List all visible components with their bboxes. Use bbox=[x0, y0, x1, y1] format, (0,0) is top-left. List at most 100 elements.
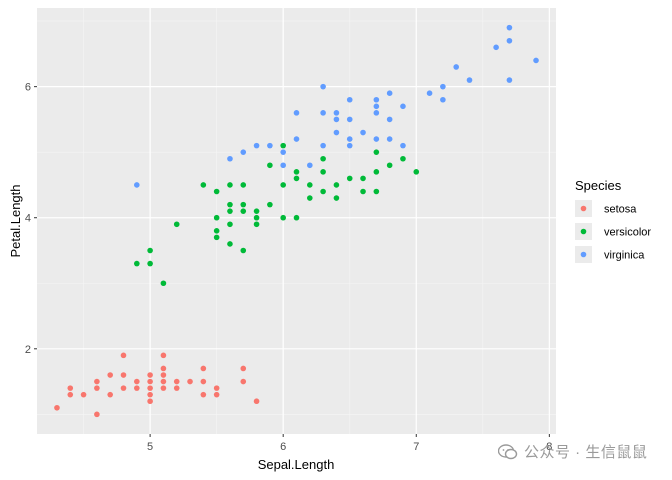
y-tick-label: 2 bbox=[25, 344, 31, 356]
data-point-virginica bbox=[320, 142, 326, 149]
x-tick-label: 7 bbox=[413, 441, 419, 453]
data-point-virginica bbox=[307, 162, 313, 169]
data-point-virginica bbox=[426, 90, 433, 96]
data-point-setosa bbox=[253, 398, 260, 405]
data-point-setosa bbox=[94, 385, 100, 391]
data-point-versicolor bbox=[320, 188, 326, 195]
data-point-versicolor bbox=[147, 260, 153, 267]
data-point-setosa bbox=[200, 378, 207, 385]
y-tick-label: 6 bbox=[25, 82, 31, 94]
x-tick-label: 8 bbox=[546, 441, 552, 453]
data-point-versicolor bbox=[227, 182, 233, 188]
data-point-virginica bbox=[346, 116, 353, 123]
data-point-virginica bbox=[227, 155, 233, 162]
data-point-versicolor bbox=[253, 208, 260, 214]
data-point-versicolor bbox=[373, 169, 380, 175]
y-axis-title: Petal.Length bbox=[8, 184, 23, 257]
data-point-setosa bbox=[107, 391, 113, 398]
data-point-virginica bbox=[240, 149, 247, 155]
legend: Species setosa versicolor virginica bbox=[575, 178, 651, 263]
data-point-versicolor bbox=[253, 214, 260, 221]
data-point-virginica bbox=[333, 129, 340, 136]
data-point-versicolor bbox=[333, 182, 340, 188]
legend-label-setosa: setosa bbox=[604, 204, 637, 216]
legend-marker-virginica bbox=[580, 251, 587, 258]
data-point-virginica bbox=[453, 64, 459, 70]
data-point-versicolor bbox=[360, 175, 366, 182]
y-axis-ticks: 2 4 6 bbox=[25, 82, 37, 356]
x-axis-ticks: 5 6 7 8 bbox=[147, 434, 552, 453]
legend-title: Species bbox=[575, 178, 622, 193]
data-point-virginica bbox=[373, 110, 380, 116]
data-point-setosa bbox=[173, 378, 180, 385]
data-point-versicolor bbox=[360, 188, 366, 195]
data-point-setosa bbox=[134, 385, 140, 391]
data-point-setosa bbox=[147, 391, 153, 398]
data-point-versicolor bbox=[293, 214, 300, 221]
data-point-setosa bbox=[160, 352, 167, 359]
data-point-virginica bbox=[320, 83, 326, 90]
data-point-versicolor bbox=[213, 188, 220, 195]
data-point-virginica bbox=[400, 103, 406, 110]
data-point-setosa bbox=[240, 365, 247, 372]
data-point-setosa bbox=[120, 372, 127, 378]
data-point-setosa bbox=[160, 385, 167, 391]
data-point-virginica bbox=[373, 103, 380, 110]
data-point-virginica bbox=[506, 37, 513, 44]
data-point-versicolor bbox=[307, 195, 313, 201]
data-point-versicolor bbox=[400, 155, 406, 162]
data-point-setosa bbox=[173, 385, 180, 391]
data-point-virginica bbox=[466, 77, 473, 83]
data-point-setosa bbox=[147, 378, 153, 385]
x-axis-title: Sepal.Length bbox=[258, 457, 335, 472]
data-point-setosa bbox=[160, 378, 167, 385]
data-point-versicolor bbox=[200, 182, 207, 188]
watermark-text: 公众号 · 生信鼠鼠 bbox=[524, 444, 648, 461]
data-point-setosa bbox=[147, 398, 153, 405]
data-point-versicolor bbox=[346, 175, 353, 182]
data-point-versicolor bbox=[293, 175, 300, 182]
data-point-setosa bbox=[120, 352, 127, 359]
data-point-versicolor bbox=[320, 155, 326, 162]
data-point-versicolor bbox=[373, 188, 380, 195]
data-point-versicolor bbox=[240, 182, 247, 188]
legend-label-virginica: virginica bbox=[604, 250, 645, 262]
data-point-versicolor bbox=[280, 182, 286, 188]
data-point-setosa bbox=[160, 372, 167, 378]
data-point-setosa bbox=[147, 385, 153, 391]
data-point-setosa bbox=[200, 365, 207, 372]
data-point-versicolor bbox=[147, 247, 153, 254]
legend-label-versicolor: versicolor bbox=[604, 227, 651, 239]
data-point-versicolor bbox=[320, 169, 326, 175]
data-point-versicolor bbox=[293, 169, 300, 175]
data-point-versicolor bbox=[173, 221, 180, 228]
data-point-versicolor bbox=[213, 214, 220, 221]
data-point-versicolor bbox=[240, 201, 247, 208]
data-point-versicolor bbox=[333, 195, 340, 201]
data-point-versicolor bbox=[413, 169, 420, 175]
data-point-virginica bbox=[333, 116, 340, 123]
data-point-virginica bbox=[386, 90, 393, 96]
data-point-versicolor bbox=[253, 221, 260, 228]
data-point-setosa bbox=[200, 391, 207, 398]
data-point-versicolor bbox=[227, 208, 233, 214]
data-point-setosa bbox=[67, 385, 74, 391]
data-point-setosa bbox=[147, 372, 153, 378]
data-point-versicolor bbox=[386, 162, 393, 169]
data-point-virginica bbox=[346, 136, 353, 142]
y-tick-label: 4 bbox=[25, 213, 31, 225]
data-point-setosa bbox=[94, 378, 100, 385]
data-point-versicolor bbox=[227, 241, 233, 247]
data-point-setosa bbox=[160, 365, 167, 372]
watermark: 公众号 · 生信鼠鼠 bbox=[498, 441, 647, 462]
legend-marker-versicolor bbox=[580, 228, 587, 235]
data-point-setosa bbox=[240, 378, 247, 385]
data-point-setosa bbox=[80, 391, 87, 398]
panel-background bbox=[37, 8, 556, 434]
data-point-virginica bbox=[386, 116, 393, 123]
data-point-virginica bbox=[440, 96, 446, 103]
data-point-virginica bbox=[360, 129, 366, 136]
data-point-virginica bbox=[506, 24, 513, 31]
data-point-setosa bbox=[107, 372, 113, 378]
data-point-versicolor bbox=[134, 260, 140, 267]
